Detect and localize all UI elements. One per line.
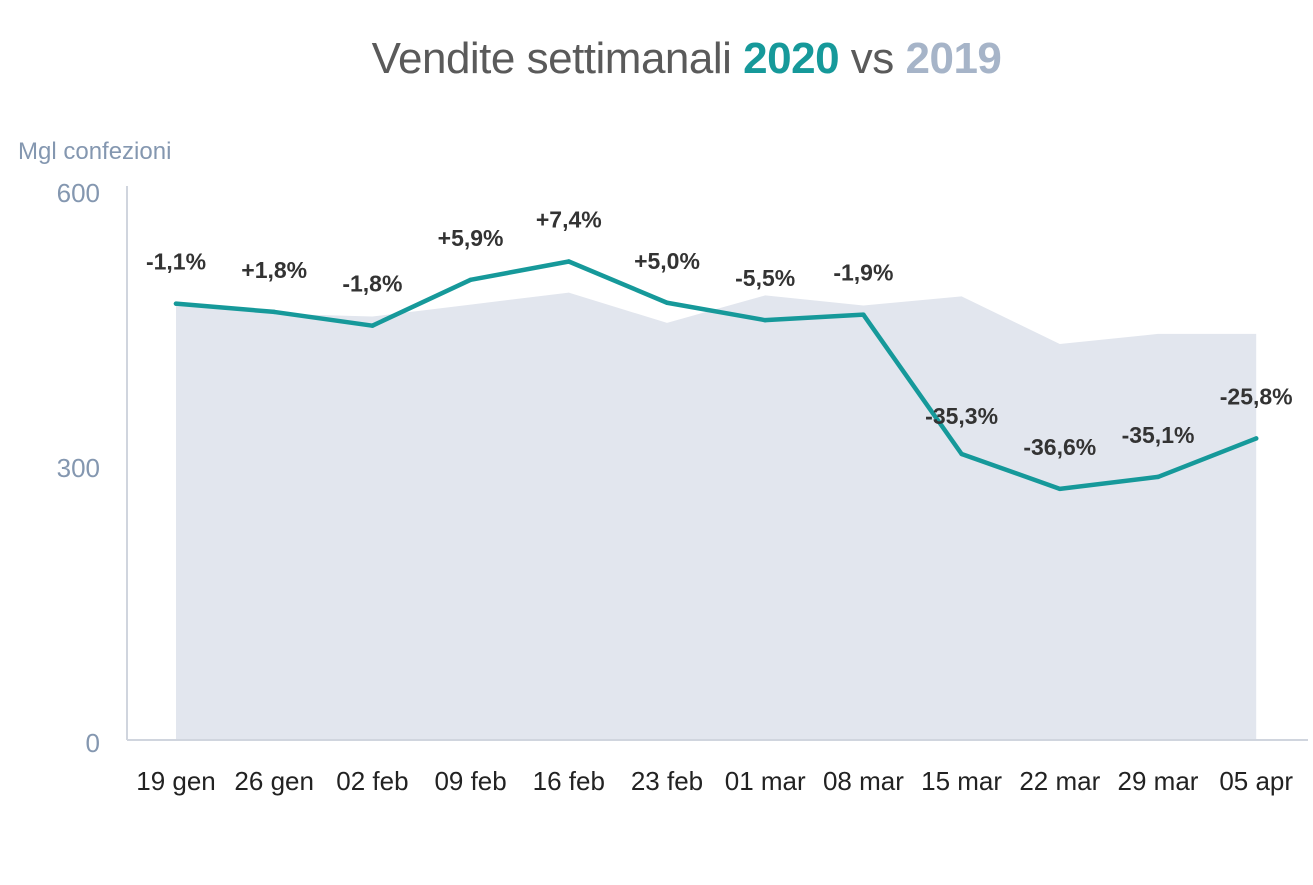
data-point xyxy=(1155,474,1161,480)
data-label: +7,4% xyxy=(536,207,602,233)
data-label: -25,8% xyxy=(1220,383,1293,409)
line-series-2020 xyxy=(173,259,1259,492)
y-tick-label: 600 xyxy=(57,178,100,208)
x-tick-label: 02 feb xyxy=(336,766,408,796)
data-point xyxy=(959,451,964,457)
data-label: -1,8% xyxy=(342,271,402,297)
data-point xyxy=(763,317,768,323)
data-point xyxy=(468,277,473,283)
x-tick-label: 26 gen xyxy=(234,766,314,796)
data-point xyxy=(1057,486,1063,492)
data-label: -1,9% xyxy=(833,260,893,286)
data-point xyxy=(861,312,866,317)
x-tick-label: 08 mar xyxy=(823,766,904,796)
data-point xyxy=(370,323,375,328)
title-year-current: 2020 xyxy=(743,34,840,83)
y-axis-unit-label: Mgl confezioni xyxy=(18,138,172,165)
x-tick-label: 16 feb xyxy=(533,766,605,796)
data-label: +5,9% xyxy=(438,225,504,251)
x-tick-label: 01 mar xyxy=(725,766,806,796)
data-label: -1,1% xyxy=(146,249,206,275)
data-point xyxy=(1254,436,1259,441)
data-label: +1,8% xyxy=(241,257,307,283)
data-point xyxy=(566,259,571,264)
x-tick-label: 15 mar xyxy=(921,766,1002,796)
area-series-2019 xyxy=(176,292,1257,740)
x-tick-label: 19 gen xyxy=(136,766,216,796)
x-tick-label: 22 mar xyxy=(1019,766,1100,796)
data-point xyxy=(173,301,179,306)
title-year-previous: 2019 xyxy=(905,34,1002,83)
y-tick-label: 300 xyxy=(57,453,100,483)
x-tick-label: 29 mar xyxy=(1118,766,1199,796)
data-label: -35,1% xyxy=(1122,422,1195,448)
data-point xyxy=(272,309,277,315)
data-label: -35,3% xyxy=(925,403,998,429)
data-label: -36,6% xyxy=(1023,434,1096,460)
title-connector: vs xyxy=(850,34,895,83)
y-tick-label: 0 xyxy=(86,728,100,758)
data-label: -5,5% xyxy=(735,265,795,291)
data-point xyxy=(664,300,670,305)
x-tick-label: 23 feb xyxy=(631,766,703,796)
data-label: +5,0% xyxy=(634,248,700,274)
x-tick-label: 05 apr xyxy=(1219,766,1293,796)
title-prefix: Vendite settimanali xyxy=(371,34,732,83)
x-tick-label: 09 feb xyxy=(434,766,506,796)
chart-title: Vendite settimanali 2020 vs 2019 xyxy=(0,34,1313,84)
